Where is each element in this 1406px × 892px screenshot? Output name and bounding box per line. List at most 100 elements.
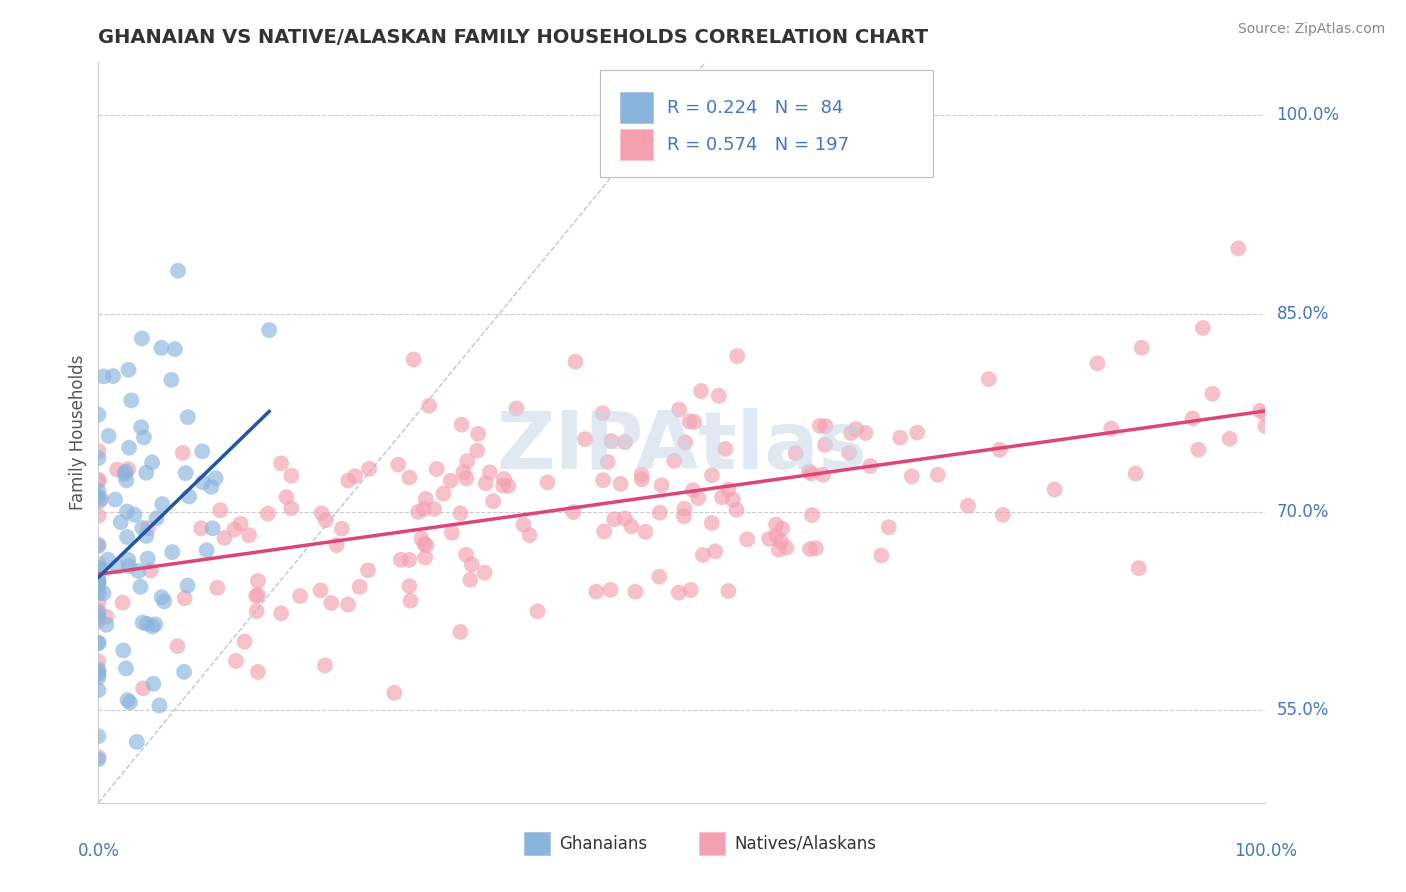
Point (1181, 411, 1204, 425)
Point (648, 506, 671, 520)
Point (148, 698, 170, 713)
Point (246, 604, 269, 618)
Point (105, 559, 128, 574)
Point (1249, 404, 1271, 418)
Point (136, 616, 159, 631)
Point (195, 543, 218, 558)
Point (87, 586, 110, 600)
Point (233, 634, 256, 648)
Point (785, 446, 807, 460)
Point (1254, 407, 1277, 421)
Point (711, 491, 734, 505)
Point (956, 499, 979, 513)
Point (246, 574, 269, 588)
Point (179, 490, 201, 504)
Point (399, 594, 422, 608)
Point (225, 654, 247, 668)
Point (145, 511, 167, 525)
Bar (620, 129, 652, 161)
Point (214, 531, 236, 545)
Point (456, 454, 478, 468)
Point (150, 497, 173, 511)
Point (136, 551, 159, 566)
Point (402, 352, 425, 367)
Point (315, 513, 337, 527)
Point (1227, 241, 1250, 255)
Point (87, 574, 110, 589)
Point (166, 639, 188, 653)
Point (804, 541, 827, 556)
Point (877, 520, 900, 534)
Point (456, 548, 478, 562)
Point (418, 399, 440, 413)
Point (131, 615, 153, 630)
Point (173, 665, 195, 679)
Point (800, 467, 823, 481)
Point (613, 434, 636, 449)
Point (87, 614, 110, 628)
Point (150, 591, 173, 605)
FancyBboxPatch shape (600, 70, 932, 178)
Point (735, 533, 758, 547)
Point (131, 521, 153, 535)
Point (229, 516, 252, 531)
Text: 0.0%: 0.0% (77, 842, 120, 860)
Point (117, 462, 139, 476)
Point (160, 373, 183, 387)
Point (692, 548, 714, 562)
Point (845, 422, 868, 436)
Point (859, 458, 882, 473)
Point (173, 591, 195, 606)
Point (406, 505, 429, 519)
Point (412, 501, 434, 516)
Point (801, 508, 824, 522)
Point (440, 474, 463, 488)
Point (87, 408, 110, 422)
Point (163, 342, 186, 356)
Point (143, 617, 166, 632)
Point (599, 582, 621, 597)
Point (87, 473, 110, 487)
Point (276, 490, 298, 504)
Point (478, 466, 501, 480)
Point (129, 420, 152, 434)
Point (620, 519, 643, 533)
Point (991, 508, 1014, 522)
Point (725, 502, 748, 516)
Point (87, 636, 110, 650)
Text: Source: ZipAtlas.com: Source: ZipAtlas.com (1237, 22, 1385, 37)
Point (634, 524, 657, 539)
Point (87, 750, 110, 764)
Point (475, 476, 498, 491)
Point (562, 505, 585, 519)
Point (160, 545, 183, 559)
Point (717, 584, 740, 599)
Point (603, 512, 626, 526)
Bar (620, 92, 652, 123)
Point (811, 467, 834, 482)
Point (357, 563, 380, 577)
Point (574, 432, 596, 446)
Point (330, 522, 353, 536)
Point (1125, 467, 1147, 481)
Point (630, 472, 652, 486)
Point (87, 655, 110, 669)
Point (114, 467, 136, 481)
Point (349, 580, 371, 594)
Point (224, 523, 246, 537)
Point (96, 610, 118, 624)
Point (209, 503, 232, 517)
Point (707, 389, 730, 403)
Point (814, 419, 837, 434)
Text: Natives/Alaskans: Natives/Alaskans (734, 835, 876, 853)
Point (870, 549, 893, 563)
Point (344, 469, 367, 483)
Point (87, 667, 110, 681)
Point (139, 564, 162, 578)
Bar (699, 831, 725, 855)
Point (87, 577, 110, 591)
Point (101, 369, 124, 384)
Point (413, 550, 436, 565)
Point (87, 752, 110, 766)
Point (683, 415, 706, 429)
